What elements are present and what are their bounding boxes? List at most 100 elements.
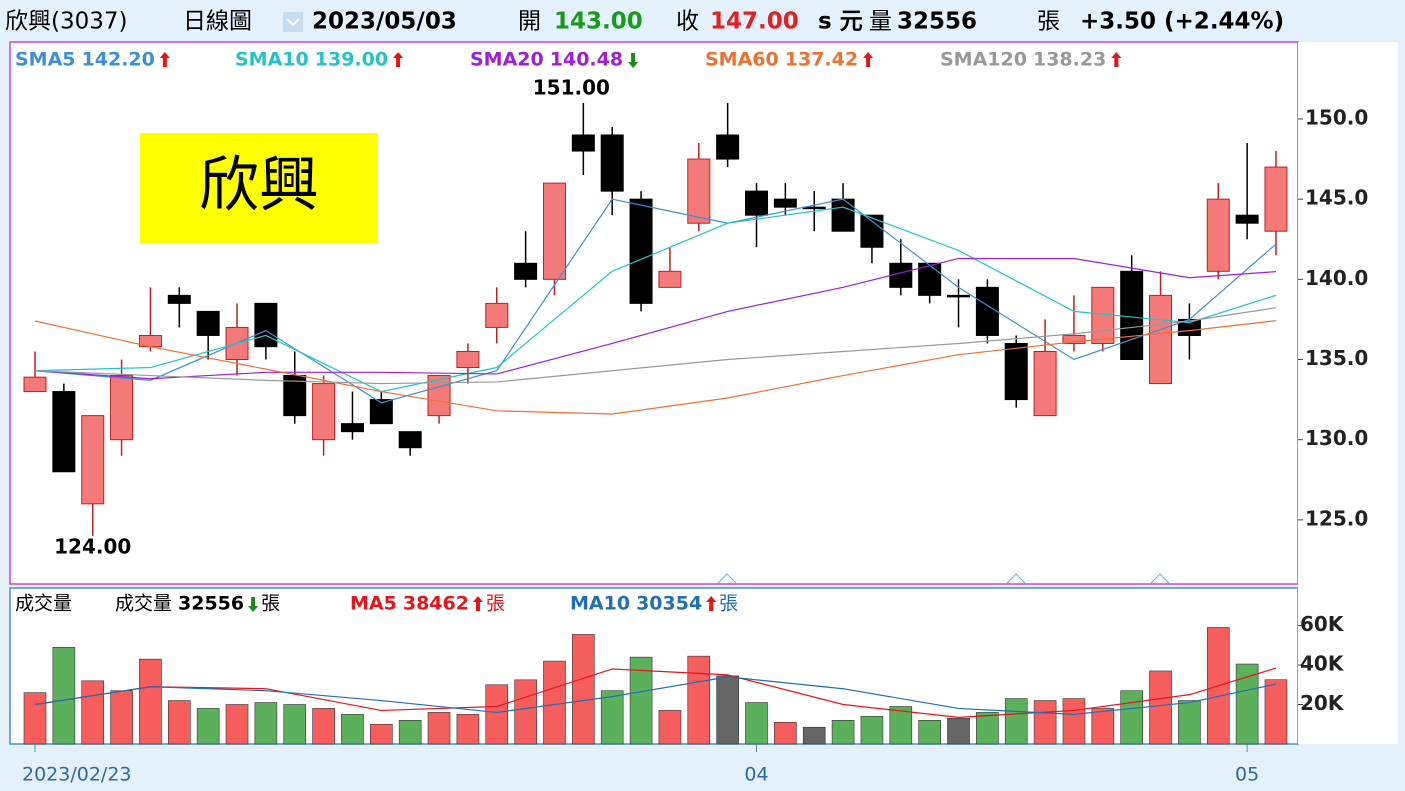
volume-bar [485, 684, 509, 745]
candle-body [1264, 166, 1288, 232]
candle-body [23, 376, 47, 393]
candle-body [687, 158, 711, 224]
x-tick-label: 2023/02/23 [22, 764, 132, 786]
volume-ma-line [34, 667, 1277, 718]
header-close: 147.00 [710, 9, 799, 35]
volume-bar [110, 690, 133, 745]
x-tick-label: 04 [744, 764, 768, 786]
candle-body [773, 198, 797, 208]
ma-line [34, 257, 1277, 380]
candle-body [1206, 198, 1230, 272]
annotation: 124.00 [54, 534, 131, 558]
legend-name: MA10 [570, 593, 630, 615]
volume-bar [745, 702, 768, 745]
header-open: 143.00 [554, 9, 643, 35]
trend-arrow [1111, 52, 1122, 67]
volume-bar [1062, 698, 1086, 745]
candle-body [398, 431, 422, 449]
candle-body [254, 302, 278, 348]
candle-body [52, 391, 76, 473]
candle-body [947, 294, 971, 298]
legend-value: 142.20 [82, 49, 155, 71]
legend-name: SMA5 [15, 49, 76, 71]
candle-body [110, 375, 134, 441]
candle-body [456, 350, 480, 369]
volume-bar [716, 675, 739, 745]
legend-value: 137.42 [785, 49, 858, 71]
legend-value: 139.00 [315, 49, 388, 71]
candle-body [831, 198, 855, 232]
x-tick-label: 05 [1235, 764, 1259, 786]
volume-bar [168, 700, 191, 745]
trend-arrow [628, 53, 639, 68]
candle-body [196, 310, 220, 336]
legend-value: 138.23 [1033, 49, 1106, 71]
volume-bar [23, 692, 47, 745]
volume-bar [1091, 708, 1115, 745]
candle-body [1149, 294, 1173, 385]
candle-body [312, 383, 336, 441]
volume-bar [370, 723, 393, 745]
candle-body [918, 262, 942, 296]
candle-body [1062, 334, 1086, 344]
volume-bar [658, 710, 682, 745]
chart-title: 欣興 [199, 151, 319, 221]
volume-bar [514, 679, 537, 745]
header-unit: s 元 [818, 9, 863, 35]
candle-body [571, 134, 595, 152]
candle-body [975, 286, 999, 336]
legend-value: 32556 [178, 593, 244, 615]
trend-arrow [248, 597, 259, 612]
candle-body [283, 375, 307, 417]
legend-name: SMA60 [705, 49, 779, 71]
header-volume: 32556 [897, 9, 977, 35]
y-tick-label: 150.0 [1305, 105, 1368, 129]
candle-body [81, 415, 105, 505]
candle-body [1004, 342, 1028, 401]
volume-bar [687, 655, 711, 745]
volume-bar [52, 646, 76, 745]
y-tick-label: 130.0 [1305, 426, 1368, 450]
ma-line [34, 307, 1277, 385]
volume-bar [629, 656, 653, 745]
volume-ma-line [34, 676, 1277, 715]
candle-body [340, 423, 364, 433]
volume-bar [543, 660, 566, 745]
header-name: 欣興(3037) [5, 9, 127, 35]
annotation: 151.00 [533, 75, 610, 99]
candle-body [802, 206, 826, 210]
candle-body [658, 270, 682, 288]
header-volume-unit: 張 [1037, 9, 1060, 35]
candle-body [860, 214, 884, 248]
dropdown-icon[interactable] [283, 12, 303, 32]
volume-bar [1120, 690, 1143, 745]
y-tick-label: 60K [1300, 612, 1345, 636]
volume-bar [889, 706, 913, 745]
header-change: +3.50 (+2.44%) [1080, 9, 1284, 35]
y-tick-label: 20K [1300, 691, 1345, 715]
candle-body [1235, 214, 1259, 224]
volume-bar [139, 658, 162, 745]
volume-bar [225, 704, 249, 745]
volume-bar [456, 714, 480, 745]
dropdown-chevron [286, 18, 300, 27]
trend-arrow [706, 596, 717, 611]
y-tick-label: 125.0 [1305, 506, 1368, 530]
candle-body [485, 302, 509, 328]
legend-unit: 張 [486, 593, 505, 615]
legend-name: SMA20 [470, 49, 544, 71]
signal-markers [717, 573, 1170, 584]
volume-bar [1235, 663, 1259, 745]
legend-name: SMA10 [235, 49, 309, 71]
legend-unit: 張 [719, 593, 738, 615]
volume-bar [1033, 700, 1057, 745]
volume-bar [831, 720, 855, 745]
volume-bar [572, 634, 595, 745]
candle-body [1120, 270, 1144, 361]
panel-title: 成交量 [15, 593, 72, 615]
volume-bar [1004, 698, 1028, 745]
legend-value: 30354 [636, 593, 702, 615]
volume-bar [1178, 700, 1201, 745]
legend-value: 140.48 [550, 49, 623, 71]
